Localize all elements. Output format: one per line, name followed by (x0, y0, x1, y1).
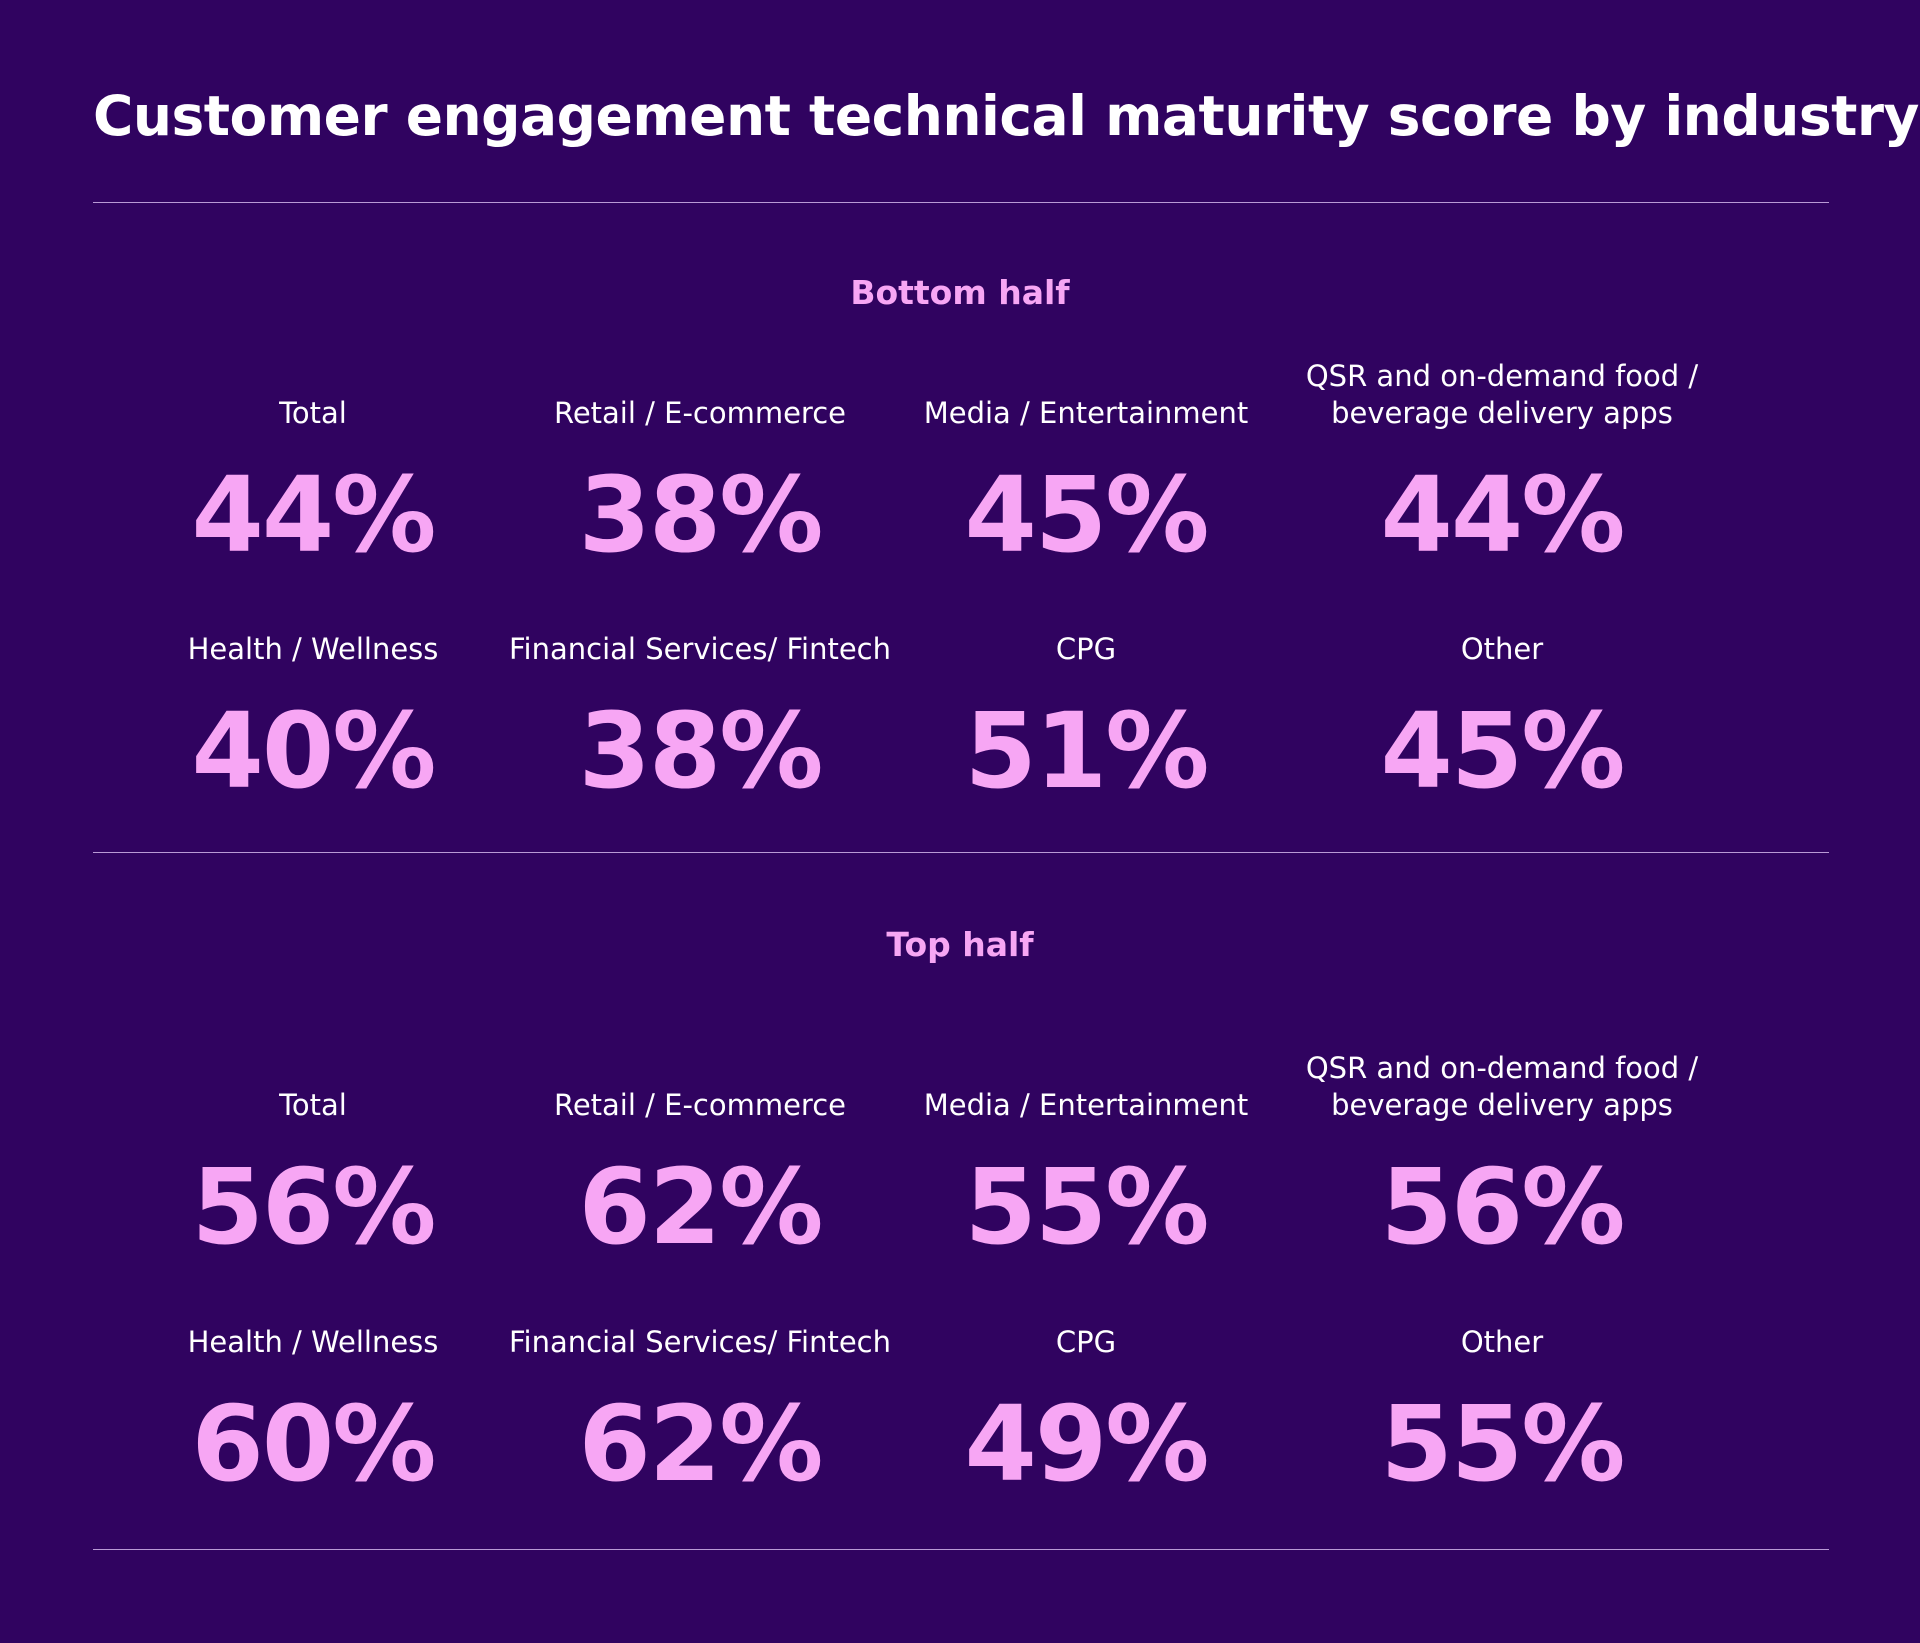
stat-value: 56% (191, 1146, 437, 1268)
stat-label: CPG (1055, 632, 1117, 666)
stat-value: 38% (578, 454, 824, 576)
divider-bottom (93, 1549, 1829, 1550)
stat-label: Retail / E-commerce (553, 1088, 847, 1122)
chart-title: Customer engagement technical maturity s… (93, 84, 1919, 148)
section-title-top-half: Top half (886, 925, 1034, 964)
stat-label: Health / Wellness (187, 1325, 439, 1359)
stat-value: 40% (191, 690, 437, 812)
stat-label: Financial Services/ Fintech (508, 632, 892, 666)
stat-value: 55% (964, 1146, 1210, 1268)
stat-label: Health / Wellness (187, 632, 439, 666)
stat-label: Retail / E-commerce (553, 396, 847, 430)
stat-value: 62% (578, 1383, 824, 1505)
stat-value: 55% (1380, 1383, 1626, 1505)
stat-value: 45% (964, 454, 1210, 576)
stat-value: 45% (1380, 690, 1626, 812)
stat-label: QSR and on-demand food / beverage delive… (1305, 359, 1699, 430)
stat-label: Other (1460, 632, 1544, 666)
stat-value: 44% (191, 454, 437, 576)
stat-value: 62% (578, 1146, 824, 1268)
stat-value: 51% (964, 690, 1210, 812)
stat-value: 49% (964, 1383, 1210, 1505)
stat-label: Media / Entertainment (923, 1088, 1249, 1122)
section-title-bottom-half: Bottom half (850, 273, 1070, 312)
stat-label: Total (279, 396, 347, 430)
stat-label: Other (1460, 1325, 1544, 1359)
stat-label: Total (279, 1088, 347, 1122)
stat-label: CPG (1055, 1325, 1117, 1359)
divider-top (93, 202, 1829, 203)
stat-value: 38% (578, 690, 824, 812)
stat-value: 56% (1380, 1146, 1626, 1268)
stat-label: Financial Services/ Fintech (508, 1325, 892, 1359)
stat-value: 60% (191, 1383, 437, 1505)
divider-middle (93, 852, 1829, 853)
stat-label: Media / Entertainment (923, 396, 1249, 430)
stat-label: QSR and on-demand food / beverage delive… (1305, 1051, 1699, 1122)
stat-value: 44% (1380, 454, 1626, 576)
